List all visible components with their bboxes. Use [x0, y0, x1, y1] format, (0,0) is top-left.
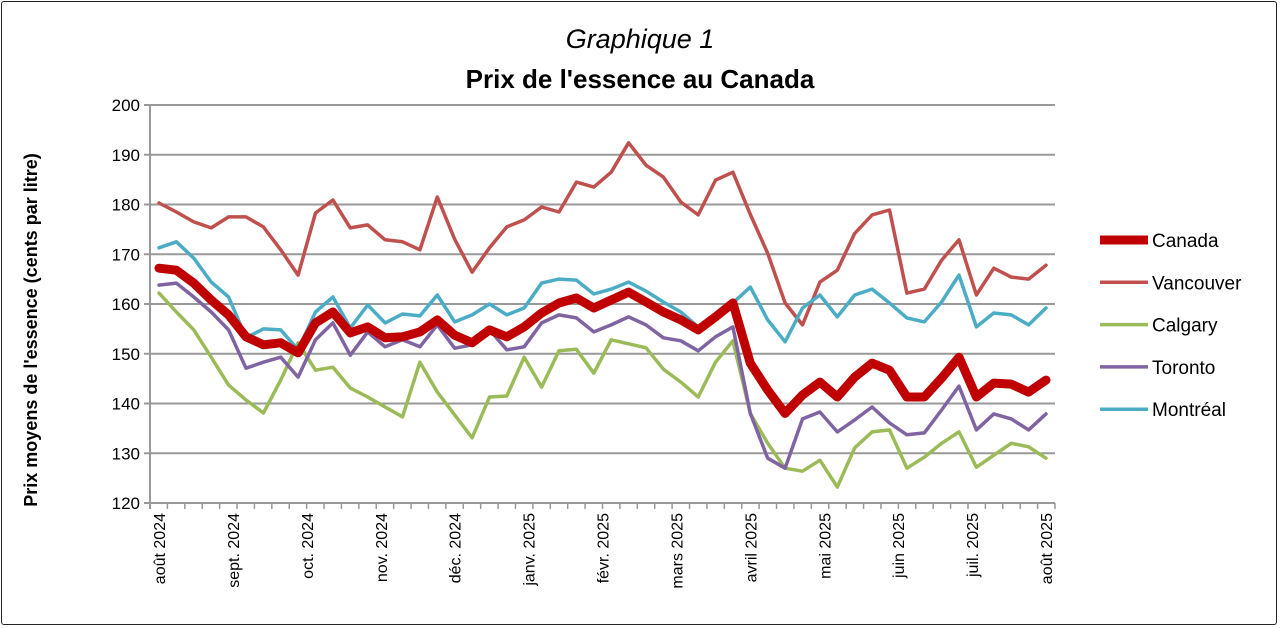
x-tick-label: août 2024 — [152, 513, 169, 584]
y-tick-label: 150 — [112, 345, 140, 364]
x-tick-label: mai 2025 — [817, 513, 834, 579]
y-axis-label: Prix moyens de l'essence (cents par litr… — [21, 153, 41, 506]
series-line-toronto — [157, 281, 1048, 470]
chart-title: Prix de l'essence au Canada — [466, 64, 815, 94]
legend-label: Calgary — [1152, 316, 1218, 337]
x-tick-label: juin 2025 — [891, 513, 908, 579]
series-line-calgary — [157, 291, 1048, 489]
x-tick-label: nov. 2024 — [374, 513, 391, 582]
series-line-canada — [154, 263, 1051, 418]
x-tick-label: déc. 2024 — [448, 513, 465, 583]
legend-label: Toronto — [1152, 358, 1215, 379]
y-tick-label: 130 — [112, 444, 140, 463]
x-tick-label: févr. 2025 — [596, 513, 613, 583]
series-line-vancouver — [157, 141, 1048, 327]
chart-subtitle: Graphique 1 — [566, 24, 715, 54]
x-tick-label: oct. 2024 — [300, 513, 317, 579]
legend-label: Vancouver — [1152, 273, 1242, 294]
y-tick-label: 200 — [112, 96, 140, 115]
legend-label: Canada — [1152, 231, 1219, 252]
x-tick-label: janv. 2025 — [522, 513, 539, 587]
y-tick-label: 140 — [112, 395, 140, 414]
y-tick-label: 190 — [112, 146, 140, 165]
x-tick-label: sept. 2024 — [226, 513, 243, 588]
legend-label: Montréal — [1152, 400, 1226, 421]
y-tick-label: 170 — [112, 245, 140, 264]
x-tick-label: avril 2025 — [743, 513, 760, 582]
y-tick-label: 120 — [112, 494, 140, 513]
x-tick-label: août 2025 — [1039, 513, 1056, 584]
y-tick-label: 160 — [112, 295, 140, 314]
series-line-montréal — [157, 240, 1048, 352]
y-tick-label: 180 — [112, 196, 140, 215]
x-tick-label: juil. 2025 — [965, 513, 982, 578]
x-tick-label: mars 2025 — [669, 513, 686, 589]
